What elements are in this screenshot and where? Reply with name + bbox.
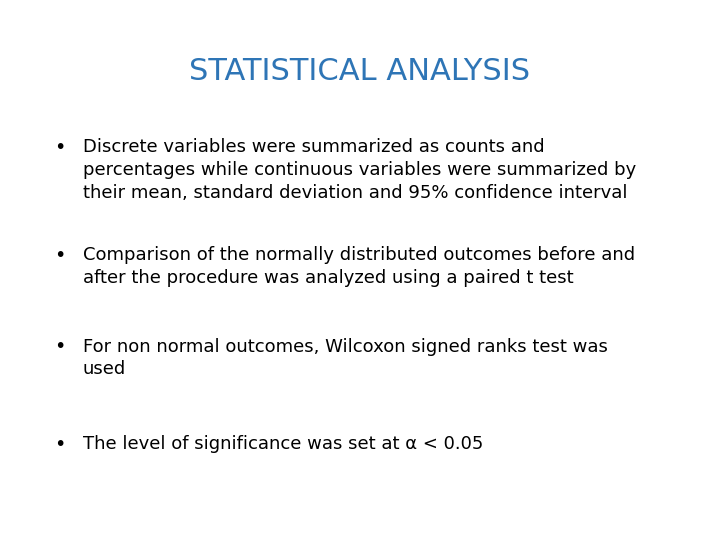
Text: Comparison of the normally distributed outcomes before and
after the procedure w: Comparison of the normally distributed o… — [83, 246, 635, 287]
Text: For non normal outcomes, Wilcoxon signed ranks test was
used: For non normal outcomes, Wilcoxon signed… — [83, 338, 608, 379]
Text: •: • — [54, 435, 66, 454]
Text: The level of significance was set at α < 0.05: The level of significance was set at α <… — [83, 435, 483, 453]
Text: •: • — [54, 138, 66, 157]
Text: Discrete variables were summarized as counts and
percentages while continuous va: Discrete variables were summarized as co… — [83, 138, 636, 201]
Text: STATISTICAL ANALYSIS: STATISTICAL ANALYSIS — [189, 57, 531, 86]
Text: •: • — [54, 338, 66, 356]
Text: •: • — [54, 246, 66, 265]
